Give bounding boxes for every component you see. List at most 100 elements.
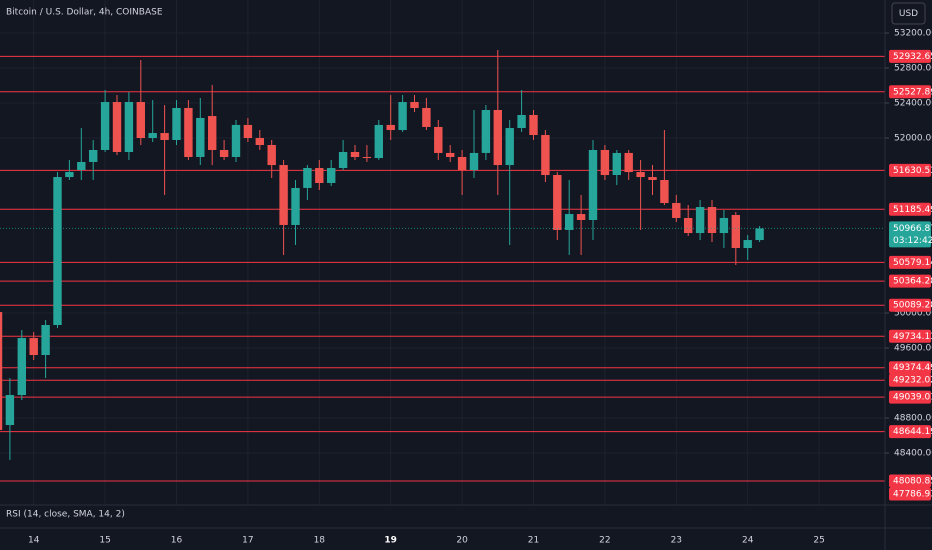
candle-body (469, 152, 479, 171)
candle-body (338, 151, 348, 169)
candle-body (755, 228, 764, 241)
candle-body (695, 207, 705, 234)
x-tick-label: 14 (28, 536, 40, 546)
time-axis: 14 15 16 17 18 19 20 21 22 23 24 25 (28, 536, 825, 546)
candle-body (172, 107, 181, 141)
candle-body (208, 116, 217, 150)
y-tick-label: 52000.00 (894, 133, 932, 143)
level-label: 51185.49 (893, 205, 932, 215)
candle-body (362, 156, 372, 159)
y-tick-label: 52400.00 (894, 98, 932, 108)
candle-body (636, 172, 645, 178)
x-tick-label: 20 (456, 536, 468, 546)
candle-body (517, 114, 526, 129)
level-label: 49374.49 (893, 363, 932, 373)
y-tick-label: 53200.00 (894, 28, 932, 38)
x-tick-label: 22 (599, 536, 610, 546)
candle-body (553, 175, 562, 230)
level-label-box (889, 298, 931, 312)
level-label: 48644.19 (893, 427, 932, 437)
candle-body (457, 156, 467, 171)
candle-body (624, 152, 633, 173)
x-tick-label: 21 (528, 536, 539, 546)
level-label: 52932.65 (893, 52, 932, 62)
candle-body (398, 102, 407, 131)
candle-body (29, 338, 38, 356)
levels (0, 55, 885, 482)
candle-body (327, 168, 336, 183)
candle-body (231, 124, 241, 157)
price-axis: 53200.00 52800.00 52400.00 52000.00 50000.00… (885, 28, 932, 501)
level-label-box (889, 255, 931, 269)
level-label-box (889, 425, 931, 439)
level-label: 47786.93 (893, 490, 932, 500)
candle-body (576, 214, 586, 220)
level-label: 50364.28 (893, 277, 932, 287)
x-tick-label: 15 (99, 536, 110, 546)
candle-body (89, 149, 98, 162)
level-label-box (889, 85, 931, 99)
candle-body (148, 133, 157, 138)
candle-body (707, 207, 717, 234)
level-label-box (889, 202, 931, 216)
countdown-label: 03:12:42 (893, 236, 932, 246)
grid (0, 0, 885, 505)
candle-body (350, 151, 360, 157)
currency[interactable]: USD (899, 9, 918, 19)
level-label: 50579.14 (893, 258, 932, 268)
currency-button[interactable] (891, 2, 926, 25)
candle-body (446, 152, 455, 157)
level-label: 49232.02 (893, 376, 932, 386)
y-tick-label: 49600.00 (894, 344, 932, 354)
candle-body (672, 203, 681, 218)
level-label-box (889, 487, 931, 501)
level-label: 48080.85 (893, 476, 932, 486)
candle-body (219, 149, 229, 157)
candle-body (684, 217, 693, 234)
candle-body (529, 114, 538, 136)
candle-body (374, 124, 383, 159)
y-tick-label: 52800.00 (894, 63, 932, 73)
indicator-label: RSI (14, close, SMA, 14, 2) (6, 510, 125, 520)
x-tick-label: 25 (813, 536, 824, 546)
candle-body (65, 172, 74, 178)
candle-body (600, 149, 610, 176)
candle-body (41, 324, 50, 356)
candle-body (124, 102, 134, 152)
candle-body (77, 161, 86, 171)
candle-body (279, 165, 288, 225)
level-label-box (889, 329, 931, 343)
level-label-box (889, 390, 931, 404)
level-label-box (889, 274, 931, 288)
x-tick-label: 23 (671, 536, 682, 546)
candle-body (434, 126, 443, 153)
candle-body (112, 102, 122, 152)
x-tick-label: 17 (242, 536, 253, 546)
last-price-label: 50966.87 (893, 224, 932, 234)
candle-body (612, 152, 621, 176)
level-label-box (889, 361, 931, 375)
chart-title: Bitcoin / U.S. Dollar, 4h, COINBASE (6, 8, 163, 18)
x-tick-label: 18 (314, 536, 326, 546)
y-tick-label: 48800.00 (894, 414, 932, 424)
candle-body (565, 214, 574, 230)
candle-body (410, 102, 419, 108)
x-tick-label: 16 (171, 536, 183, 546)
candle-body (100, 102, 110, 150)
candle-body (541, 135, 550, 176)
candle-body (196, 117, 205, 157)
candle-body (481, 109, 491, 153)
candle-body (53, 177, 62, 325)
candle-body (719, 217, 729, 234)
candle-body (588, 149, 598, 220)
last-price-box (889, 221, 931, 248)
candle-body (267, 144, 276, 166)
level-label: 49039.01 (893, 393, 932, 403)
candle-body (422, 107, 431, 127)
level-label-box (889, 163, 931, 177)
x-tick-label: 19 (384, 536, 397, 546)
level-label: 50089.28 (893, 301, 932, 311)
candle-body (291, 187, 300, 225)
